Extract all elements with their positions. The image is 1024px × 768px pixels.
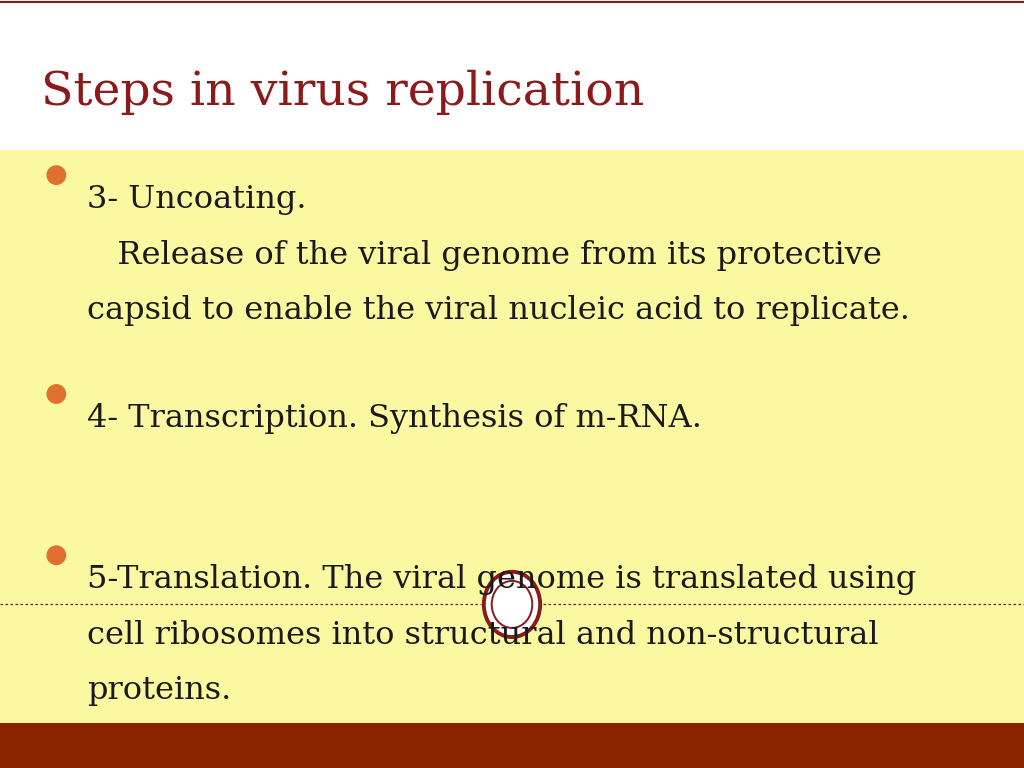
Ellipse shape: [47, 546, 66, 564]
Text: proteins.: proteins.: [87, 675, 231, 706]
Text: 3- Uncoating.: 3- Uncoating.: [87, 184, 306, 215]
Text: 5-Translation. The viral genome is translated using: 5-Translation. The viral genome is trans…: [87, 564, 916, 595]
Text: Release of the viral genome from its protective: Release of the viral genome from its pro…: [87, 240, 882, 270]
Text: Steps in virus replication: Steps in virus replication: [41, 70, 644, 114]
FancyBboxPatch shape: [0, 0, 1024, 165]
Ellipse shape: [47, 166, 66, 184]
FancyBboxPatch shape: [0, 150, 1024, 723]
Text: cell ribosomes into structural and non-structural: cell ribosomes into structural and non-s…: [87, 620, 879, 650]
Text: capsid to enable the viral nucleic acid to replicate.: capsid to enable the viral nucleic acid …: [87, 295, 910, 326]
FancyBboxPatch shape: [0, 723, 1024, 768]
Text: 4- Transcription. Synthesis of m-RNA.: 4- Transcription. Synthesis of m-RNA.: [87, 403, 701, 434]
Ellipse shape: [483, 571, 541, 637]
Ellipse shape: [47, 385, 66, 403]
